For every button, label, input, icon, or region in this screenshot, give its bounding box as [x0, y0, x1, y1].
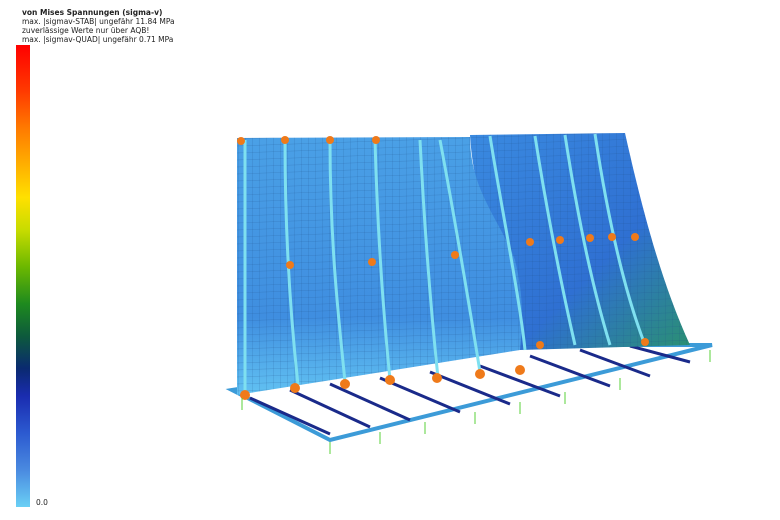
legend-max-stab: max. |sigmav-STAB| ungefähr 11.84 MPa	[22, 17, 175, 26]
base-frame	[225, 343, 713, 443]
legend-note: zuverlässige Werte nur über AQB!	[22, 26, 150, 35]
legend-text: von Mises Spannungen (sigma-v) max. |sig…	[22, 8, 175, 44]
legend-max-quad: max. |sigmav-QUAD| ungefähr 0.71 MPa	[22, 35, 174, 44]
legend-title: von Mises Spannungen (sigma-v)	[22, 8, 163, 17]
legend-min-label: 0.0	[36, 498, 48, 507]
spring-supports	[241, 350, 711, 454]
color-scale-bar	[16, 45, 30, 507]
support-nodes	[237, 136, 649, 400]
